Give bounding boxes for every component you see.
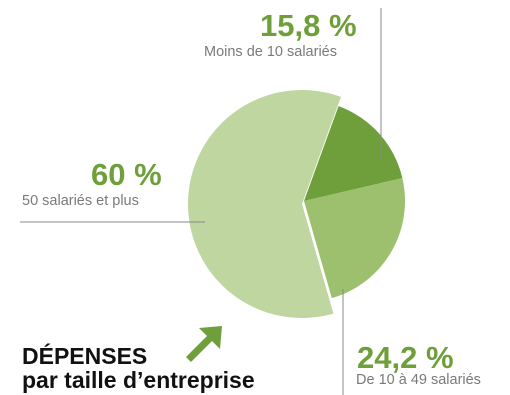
pie-slice-small (304, 106, 403, 201)
slice-value-medium: 24,2 % (357, 340, 454, 375)
pie-slice-large (187, 89, 341, 318)
slice-value-large: 60 % (91, 157, 162, 192)
chart-title: DÉPENSES (22, 343, 148, 369)
pie-slices (187, 89, 405, 318)
chart-subtitle: par taille d’entreprise (22, 367, 255, 393)
leader-lines (20, 8, 382, 395)
slice-value-small: 15,8 % (260, 8, 357, 43)
slice-label-medium: De 10 à 49 salariés (356, 372, 481, 388)
pie-slice-medium (304, 178, 405, 299)
arrow-up-right-icon (186, 326, 222, 362)
slice-label-small: Moins de 10 salariés (204, 44, 337, 60)
slice-label-large: 50 salariés et plus (22, 193, 139, 209)
